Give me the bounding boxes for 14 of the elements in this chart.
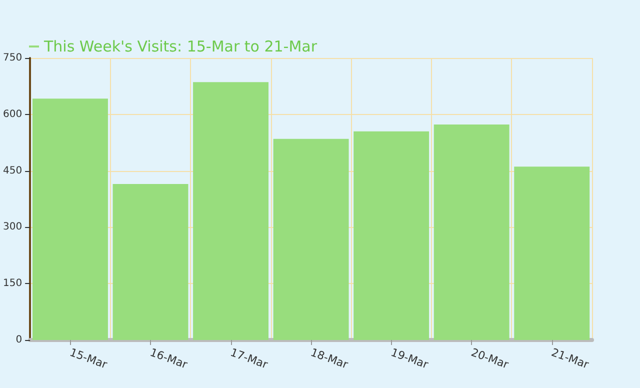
bar (32, 98, 108, 340)
y-tick-label: 300 (2, 222, 22, 233)
y-tick-label: 450 (2, 165, 22, 176)
bar (354, 131, 430, 340)
bar (514, 166, 590, 340)
y-tick-label: 150 (2, 278, 22, 290)
bar (273, 138, 349, 340)
bar (193, 82, 268, 340)
bar (112, 184, 188, 340)
y-tick-label: 0 (16, 334, 22, 346)
y-tick-label: 600 (2, 108, 22, 120)
bar (434, 124, 510, 340)
legend-label: This Week's Visits: 15-Mar to 21-Mar (43, 38, 318, 56)
y-tick-label: 750 (2, 52, 22, 64)
